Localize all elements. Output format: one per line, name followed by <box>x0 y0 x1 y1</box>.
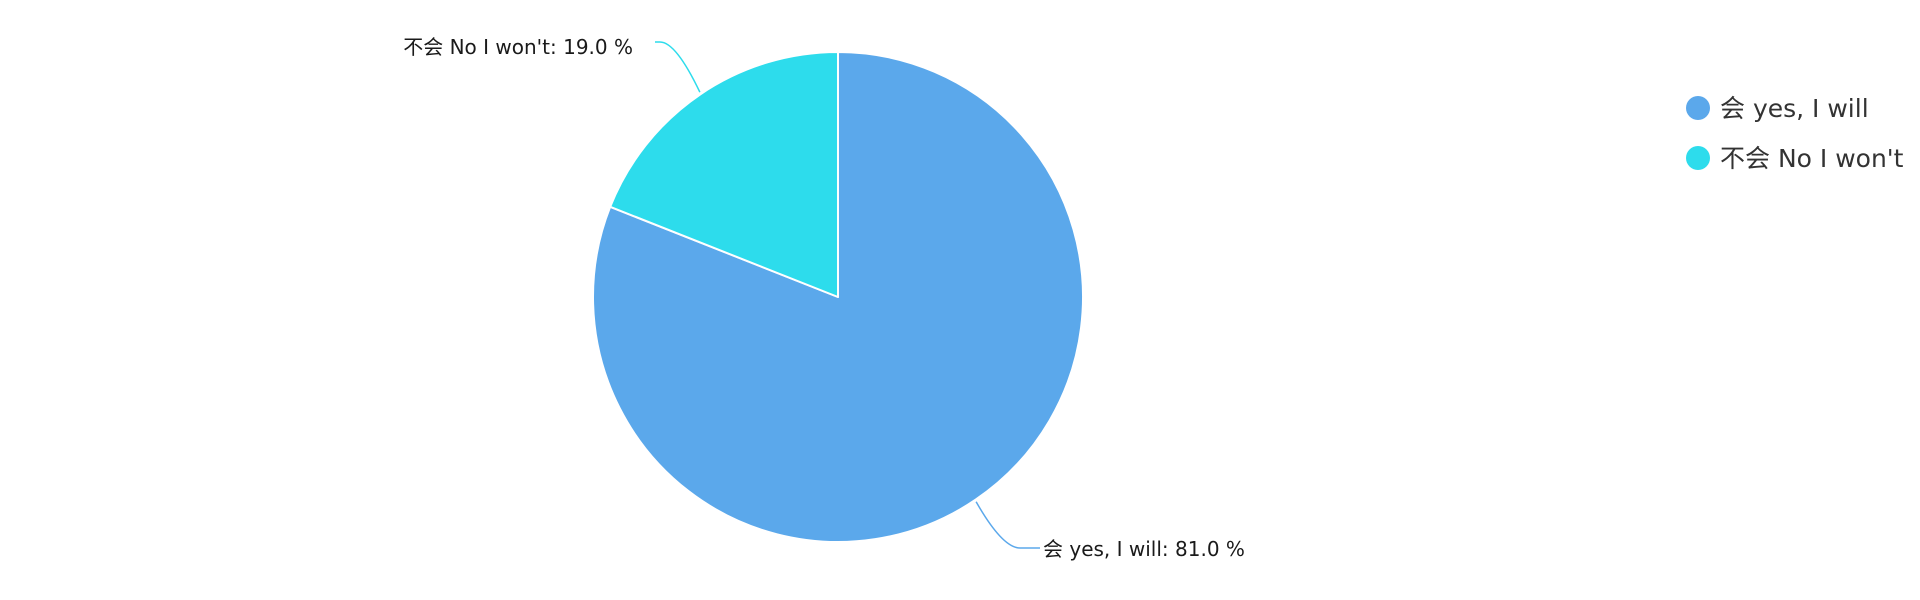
pie-slice-0[interactable] <box>592 51 1084 543</box>
pie-leader-lines <box>655 41 1040 549</box>
data-label-1: 不会 No I won't: 19.0 % <box>403 35 633 59</box>
pie-slice-1[interactable] <box>609 51 839 298</box>
pie-slices <box>592 51 1084 543</box>
data-label-0: 会 yes, I will: 81.0 % <box>1043 537 1245 561</box>
pie-data-labels: 会 yes, I will: 81.0 % 不会 No I won't: 19.0… <box>403 35 1245 561</box>
legend-label-1: 不会 No I won't <box>1720 144 1904 173</box>
legend-marker-0 <box>1686 96 1710 120</box>
legend-marker-1 <box>1686 146 1710 170</box>
legend-label-0: 会 yes, I will <box>1720 94 1869 123</box>
leader-line-0 <box>975 501 1040 549</box>
leader-line-1 <box>655 41 701 93</box>
chart-legend[interactable]: 会 yes, I will 不会 No I won't <box>1686 94 1904 173</box>
legend-item-0[interactable]: 会 yes, I will <box>1686 94 1869 123</box>
legend-item-1[interactable]: 不会 No I won't <box>1686 144 1904 173</box>
